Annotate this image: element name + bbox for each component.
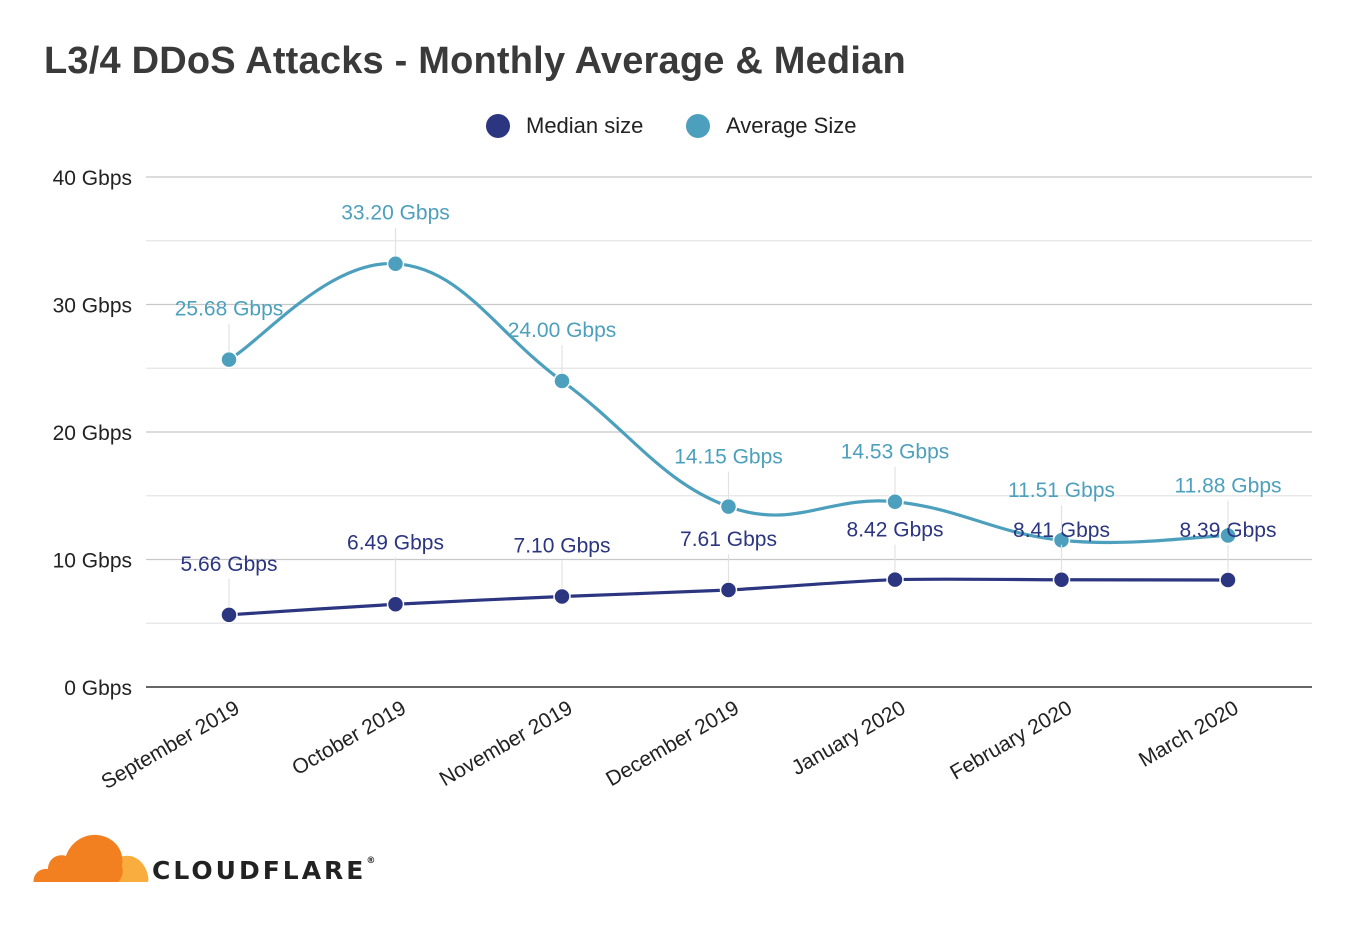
y-tick-label: 30 Gbps: [53, 295, 132, 318]
data-point-median-size: [220, 606, 238, 624]
series-median-size: [220, 570, 1237, 624]
legend-marker: [486, 114, 510, 138]
data-label: 14.53 Gbps: [841, 441, 950, 464]
data-label: 24.00 Gbps: [508, 319, 617, 342]
data-label: 7.10 Gbps: [514, 534, 611, 557]
data-label: 11.51 Gbps: [1008, 479, 1115, 502]
data-label: 25.68 Gbps: [175, 298, 284, 321]
data-label: 11.88 Gbps: [1174, 475, 1281, 498]
data-label: 6.49 Gbps: [347, 531, 444, 554]
y-axis: 0 Gbps 10 Gbps 20 Gbps 30 Gbps 40 Gbps: [53, 167, 132, 700]
data-point-average-size: [386, 254, 405, 273]
legend-label: Median size: [526, 113, 643, 138]
data-point-median-size: [1219, 571, 1237, 589]
series-layer: [220, 254, 1237, 624]
data-point-median-size: [1052, 571, 1071, 589]
x-axis: September 2019 October 2019 November 2019 D…: [98, 696, 1243, 794]
y-tick-label: 20 Gbps: [53, 422, 132, 445]
y-tick-label: 0 Gbps: [64, 677, 132, 700]
x-tick-label: December 2019: [602, 696, 743, 791]
data-point-median-size: [553, 587, 571, 606]
x-tick-label: March 2020: [1135, 696, 1243, 771]
cloud-icon: [32, 834, 150, 888]
x-tick-label: September 2019: [98, 696, 244, 794]
data-point-average-size: [553, 372, 571, 390]
x-tick-label: January 2020: [788, 696, 910, 780]
legend: Median size Average Size: [486, 113, 856, 138]
x-tick-label: February 2020: [946, 696, 1076, 784]
data-label: 8.42 Gbps: [847, 519, 944, 542]
data-label: 33.20 Gbps: [341, 202, 450, 225]
data-point-median-size: [886, 570, 904, 589]
cloud-icon-front: [33, 834, 123, 884]
cloudflare-logo: CLOUDFLARE®: [32, 826, 412, 890]
data-point-median-size: [386, 595, 405, 614]
brand-wordmark: CLOUDFLARE®: [152, 856, 375, 885]
data-point-average-size: [886, 492, 904, 511]
x-tick-label: October 2019: [288, 696, 410, 780]
chart-title: L3/4 DDoS Attacks - Monthly Average & Me…: [44, 40, 906, 82]
y-tick-label: 40 Gbps: [53, 167, 132, 190]
x-tick-label: November 2019: [436, 696, 577, 791]
data-label: 7.61 Gbps: [680, 528, 777, 551]
data-point-average-size: [220, 350, 238, 369]
data-label-layer: 5.66 Gbps 6.49 Gbps 7.10 Gbps 7.61 Gbps 8.42…: [175, 202, 1282, 607]
brand-name: CLOUDFLARE: [152, 856, 367, 885]
y-tick-label: 10 Gbps: [53, 550, 132, 573]
data-point-median-size: [719, 581, 738, 599]
gridlines: [146, 176, 1312, 688]
legend-label: Average Size: [726, 113, 856, 138]
data-label: 14.15 Gbps: [674, 446, 783, 469]
data-label: 8.39 Gbps: [1180, 519, 1277, 542]
legend-marker: [686, 114, 710, 138]
data-point-average-size: [719, 497, 738, 516]
trademark-symbol: ®: [366, 856, 376, 866]
series-average-size: [220, 254, 1237, 549]
data-label: 5.66 Gbps: [181, 553, 278, 576]
